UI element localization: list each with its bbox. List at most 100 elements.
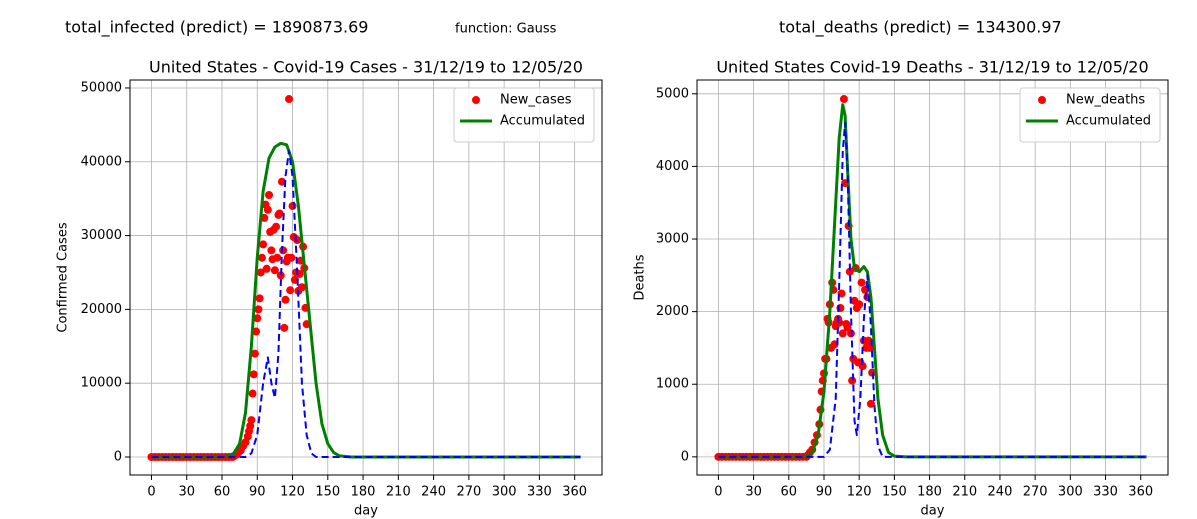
point [250, 349, 259, 358]
line [718, 121, 1147, 458]
x-tick-label: 30 [178, 485, 195, 500]
plot-frame [129, 79, 603, 476]
y-axis-label: Deaths [633, 254, 648, 300]
legend-box [453, 87, 595, 143]
y-tick-label: 40000 [81, 154, 122, 169]
x-tick-label: 360 [1128, 485, 1153, 500]
point [272, 222, 281, 231]
point [286, 286, 295, 295]
x-tick-label: 330 [1093, 485, 1118, 500]
point [259, 240, 268, 249]
function-label: function: Gauss [455, 22, 557, 37]
line [718, 103, 1147, 459]
x-tick-label: 30 [745, 485, 762, 500]
legend-label: New_cases [500, 93, 572, 108]
point [273, 253, 282, 262]
point [843, 323, 852, 332]
point [297, 283, 306, 292]
point [288, 202, 297, 211]
point [275, 209, 284, 218]
x-axis-label: day [354, 504, 378, 519]
x-tick-label: 180 [351, 485, 376, 500]
y-axis-label: Confirmed Cases [56, 222, 71, 332]
y-tick-label: 0 [681, 449, 689, 464]
y-tick-label: 0 [114, 449, 122, 464]
point [247, 416, 256, 425]
x-tick-label: 0 [147, 485, 155, 500]
header: total_deaths (predict) = 134300.97 [779, 18, 1062, 38]
legend-marker [472, 96, 480, 104]
plot-area [714, 95, 1147, 461]
x-tick-label: 120 [280, 485, 305, 500]
y-tick-label: 3000 [656, 232, 689, 247]
point [249, 370, 258, 379]
point [284, 95, 293, 104]
legend-label: New_deaths [1066, 93, 1145, 108]
point [256, 268, 265, 277]
point [277, 177, 286, 186]
point [262, 264, 271, 273]
x-tick-label: 210 [952, 485, 977, 500]
point [839, 95, 848, 104]
point [281, 295, 290, 304]
point [248, 389, 257, 398]
chart-title: United States - Covid-19 Cases - 31/12/1… [149, 58, 583, 77]
x-axis-label: day [921, 504, 945, 519]
x-tick-label: 330 [527, 485, 552, 500]
legend: New_cases Accumulated [453, 87, 595, 143]
legend-box [1019, 87, 1161, 143]
x-tick-label: 300 [492, 485, 517, 500]
legend-label: Accumulated [500, 114, 585, 129]
y-tick-label: 4000 [656, 159, 689, 174]
line [151, 141, 581, 459]
plot-area [147, 95, 581, 461]
x-tick-label: 150 [882, 485, 907, 500]
x-tick-label: 90 [249, 485, 266, 500]
line [151, 149, 581, 458]
x-tick-label: 180 [917, 485, 942, 500]
legend-marker [1038, 96, 1046, 104]
legend: New_deaths Accumulated [1019, 87, 1161, 143]
point [276, 271, 285, 280]
point [263, 205, 272, 214]
point [848, 376, 857, 385]
point [866, 399, 875, 408]
subplot: total_infected (predict) = 1890873.69 fun… [56, 18, 603, 519]
point [287, 253, 296, 262]
plot-frame [696, 79, 1169, 476]
point [858, 362, 867, 371]
x-tick-label: 240 [421, 485, 446, 500]
point [855, 300, 864, 309]
subplot: total_deaths (predict) = 134300.97 United… [633, 18, 1169, 519]
point [257, 253, 266, 262]
x-tick-label: 300 [1058, 485, 1083, 500]
y-tick-label: 10000 [81, 376, 122, 391]
x-tick-label: 270 [456, 485, 481, 500]
point [254, 305, 263, 314]
point [835, 318, 844, 327]
x-tick-label: 90 [816, 485, 833, 500]
x-tick-label: 60 [214, 485, 231, 500]
point [279, 246, 288, 255]
chart-title: United States Covid-19 Deaths - 31/12/19… [716, 58, 1148, 77]
point [255, 294, 264, 303]
point [252, 327, 261, 336]
point [280, 323, 289, 332]
point [857, 278, 866, 287]
x-tick-label: 60 [781, 485, 798, 500]
y-tick-label: 1000 [656, 377, 689, 392]
y-tick-label: 2000 [656, 304, 689, 319]
x-tick-label: 210 [386, 485, 411, 500]
header: total_infected (predict) = 1890873.69 [65, 18, 368, 38]
x-tick-label: 360 [562, 485, 587, 500]
y-tick-label: 5000 [656, 86, 689, 101]
x-tick-label: 150 [315, 485, 340, 500]
x-tick-label: 0 [714, 485, 722, 500]
x-tick-label: 120 [847, 485, 872, 500]
point [270, 266, 279, 275]
point [267, 246, 276, 255]
point [253, 314, 262, 323]
x-tick-label: 270 [1023, 485, 1048, 500]
